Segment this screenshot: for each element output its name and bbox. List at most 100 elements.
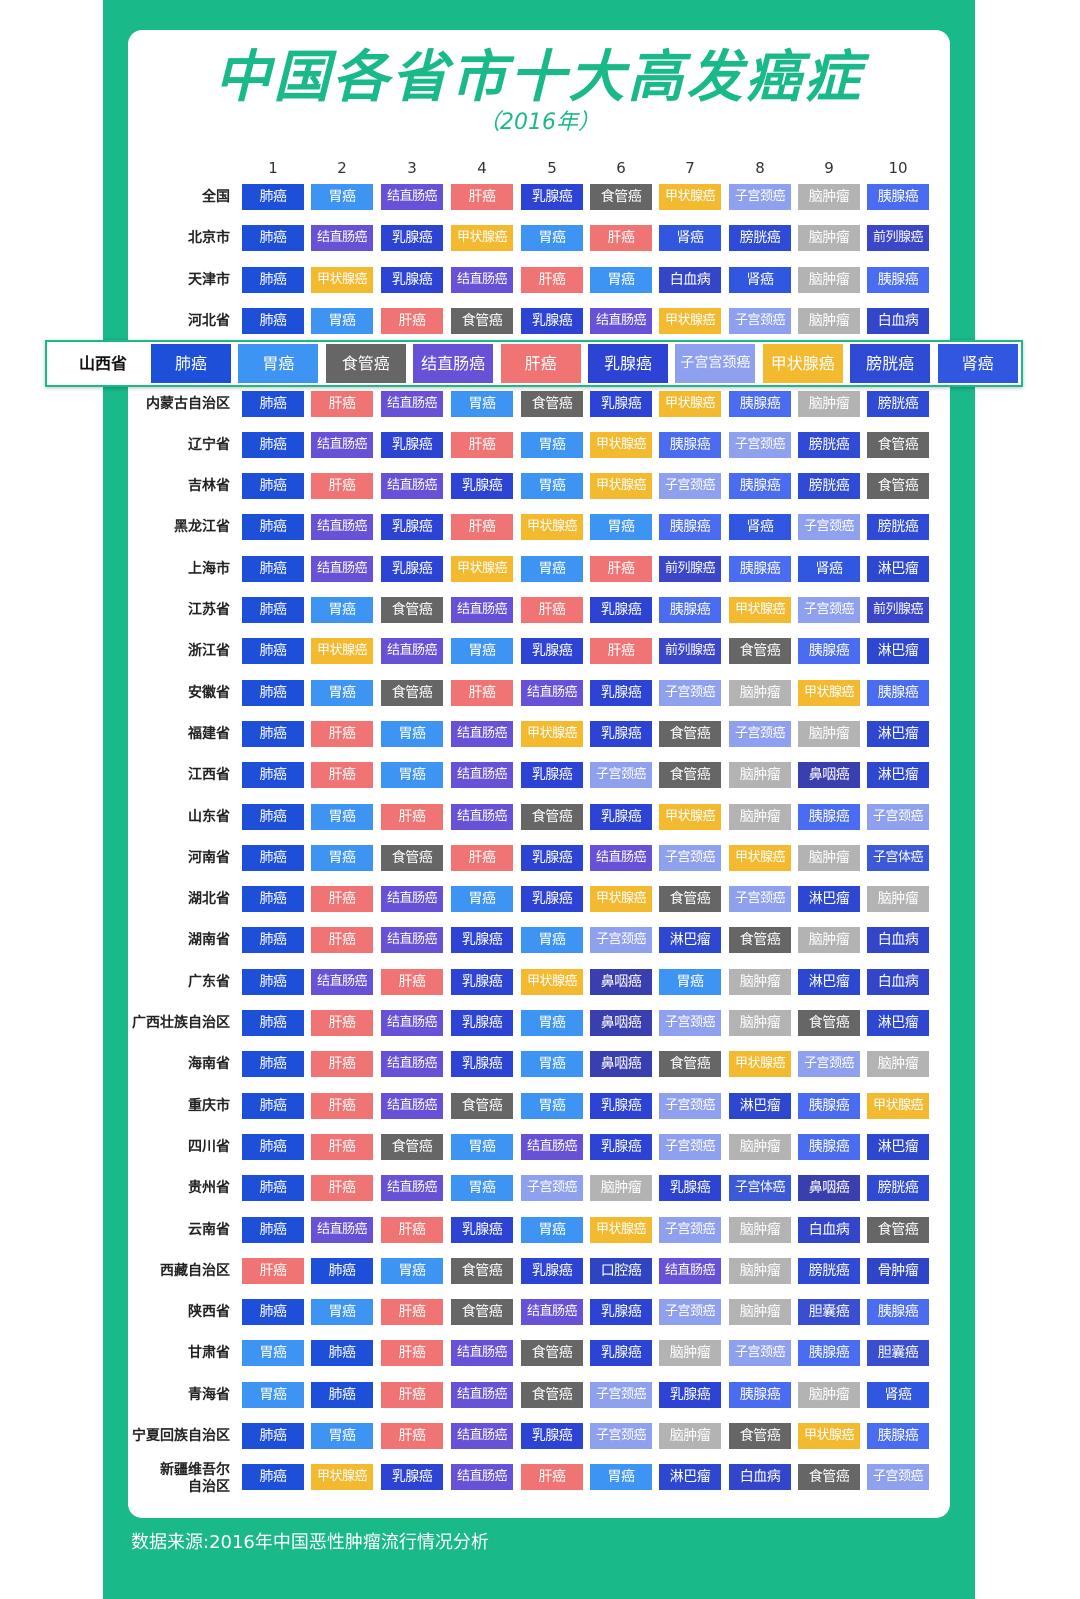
cancer-cell: 胰腺癌 <box>659 597 721 623</box>
cancer-cell: 结直肠癌 <box>381 184 443 210</box>
cancer-cell: 子宫体癌 <box>729 1175 791 1202</box>
cancer-cell: 乳腺癌 <box>451 927 513 954</box>
cancer-cell: 食管癌 <box>451 1257 513 1284</box>
highlight-cancer-cell: 膀胱癌 <box>850 344 931 383</box>
cancer-cell: 肝癌 <box>590 225 652 252</box>
cancer-cell: 肺癌 <box>242 184 304 210</box>
cancer-cell: 胃癌 <box>311 803 373 830</box>
cancer-cell: 鼻咽癌 <box>590 968 652 995</box>
row-label: 湖北省 <box>188 891 230 908</box>
cancer-cell: 肺癌 <box>242 638 304 665</box>
cancer-cell: 子宫颈癌 <box>590 927 652 954</box>
cancer-cell: 结直肠癌 <box>311 555 373 582</box>
row-label: 湖南省 <box>188 932 230 949</box>
cancer-cell: 脑肿瘤 <box>659 1340 721 1367</box>
cancer-cell: 脑肿瘤 <box>798 927 860 954</box>
cancer-cell: 肝癌 <box>311 1133 373 1160</box>
cancer-cell: 食管癌 <box>659 886 721 913</box>
cancer-cell: 口腔癌 <box>590 1257 652 1284</box>
cancer-cell: 胃癌 <box>311 597 373 623</box>
cancer-cell: 前列腺癌 <box>659 638 721 665</box>
cancer-cell: 胃癌 <box>311 184 373 210</box>
highlight-cancer-cell: 肺癌 <box>151 344 231 383</box>
cancer-cell: 结直肠癌 <box>311 1216 373 1243</box>
cancer-cell: 肺癌 <box>242 1092 304 1119</box>
cancer-cell: 乳腺癌 <box>590 390 652 417</box>
cancer-cell: 结直肠癌 <box>381 638 443 665</box>
cancer-cell: 胰腺癌 <box>867 266 929 293</box>
row-label: 江西省 <box>188 767 230 784</box>
cancer-cell: 肝癌 <box>311 762 373 789</box>
cancer-cell: 白血病 <box>659 266 721 293</box>
cancer-cell: 肺癌 <box>242 431 304 458</box>
cancer-cell: 乳腺癌 <box>381 266 443 293</box>
cancer-cell: 淋巴瘤 <box>798 968 860 995</box>
cancer-cell: 前列腺癌 <box>659 555 721 582</box>
cancer-cell: 膀胱癌 <box>798 431 860 458</box>
cancer-cell: 肝癌 <box>311 473 373 500</box>
column-header-9: 9 <box>824 159 834 177</box>
cancer-cell: 肝癌 <box>311 927 373 954</box>
cancer-cell: 乳腺癌 <box>451 1216 513 1243</box>
cancer-cell: 子宫体癌 <box>867 844 929 871</box>
cancer-cell: 子宫颈癌 <box>659 1133 721 1160</box>
cancer-cell: 脑肿瘤 <box>867 1051 929 1078</box>
cancer-cell: 肾癌 <box>729 514 791 541</box>
column-header-10: 10 <box>888 159 908 177</box>
highlight-cancer-cell: 结直肠癌 <box>413 344 494 383</box>
cancer-cell: 脑肿瘤 <box>729 803 791 830</box>
cancer-cell: 肺癌 <box>242 266 304 293</box>
cancer-cell: 胃癌 <box>590 1464 652 1491</box>
cancer-cell: 结直肠癌 <box>381 927 443 954</box>
cancer-cell: 胃癌 <box>311 679 373 706</box>
cancer-cell: 肝癌 <box>311 1092 373 1119</box>
row-label: 辽宁省 <box>188 436 230 453</box>
cancer-cell: 肺癌 <box>311 1340 373 1367</box>
cancer-cell: 肺癌 <box>242 1216 304 1243</box>
cancer-cell: 结直肠癌 <box>521 679 583 706</box>
cancer-cell: 肺癌 <box>242 1133 304 1160</box>
row-label: 安徽省 <box>188 684 230 701</box>
cancer-cell: 胃癌 <box>521 431 583 458</box>
cancer-cell: 子宫颈癌 <box>521 1175 583 1202</box>
highlight-cancer-cell: 肾癌 <box>937 344 1018 383</box>
cancer-cell: 膀胱癌 <box>729 225 791 252</box>
cancer-cell: 脑肿瘤 <box>867 886 929 913</box>
cancer-cell: 肺癌 <box>311 1381 373 1408</box>
cancer-cell: 胰腺癌 <box>729 555 791 582</box>
cancer-cell: 甲状腺癌 <box>798 679 860 706</box>
cancer-cell: 淋巴瘤 <box>867 1010 929 1036</box>
cancer-cell: 胰腺癌 <box>729 473 791 500</box>
cancer-cell: 肝癌 <box>311 1175 373 1202</box>
cancer-cell: 肺癌 <box>242 679 304 706</box>
cancer-cell: 乳腺癌 <box>381 555 443 582</box>
row-label: 广西壮族自治区 <box>132 1015 230 1031</box>
row-label: 新疆维吾尔 自治区 <box>126 1462 230 1496</box>
cancer-cell: 甲状腺癌 <box>798 1423 860 1449</box>
row-label: 全国 <box>202 189 230 205</box>
cancer-cell: 乳腺癌 <box>659 1381 721 1408</box>
cancer-cell: 结直肠癌 <box>311 225 373 252</box>
cancer-cell: 肾癌 <box>867 1381 929 1408</box>
cancer-cell: 肺癌 <box>242 1299 304 1326</box>
cancer-cell: 甲状腺癌 <box>521 968 583 995</box>
cancer-cell: 脑肿瘤 <box>798 307 860 334</box>
cancer-cell: 肝癌 <box>381 1340 443 1367</box>
cancer-cell: 肺癌 <box>242 844 304 871</box>
cancer-cell: 子宫颈癌 <box>798 597 860 623</box>
cancer-cell: 膀胱癌 <box>867 1175 929 1202</box>
cancer-cell: 胰腺癌 <box>798 803 860 830</box>
cancer-cell: 甲状腺癌 <box>729 597 791 623</box>
row-label: 重庆市 <box>188 1097 230 1114</box>
cancer-cell: 甲状腺癌 <box>659 803 721 830</box>
cancer-cell: 胰腺癌 <box>798 1340 860 1367</box>
cancer-cell: 脑肿瘤 <box>729 762 791 789</box>
cancer-cell: 子宫颈癌 <box>867 803 929 830</box>
cancer-cell: 结直肠癌 <box>381 1175 443 1202</box>
cancer-cell: 胃癌 <box>521 1051 583 1078</box>
cancer-cell: 食管癌 <box>381 679 443 706</box>
data-source-note: 数据来源:2016年中国恶性肿瘤流行情况分析 <box>131 1532 489 1553</box>
row-label-line: 新疆维吾尔 <box>160 1462 230 1479</box>
cancer-cell: 子宫颈癌 <box>729 720 791 747</box>
cancer-cell: 乳腺癌 <box>521 638 583 665</box>
